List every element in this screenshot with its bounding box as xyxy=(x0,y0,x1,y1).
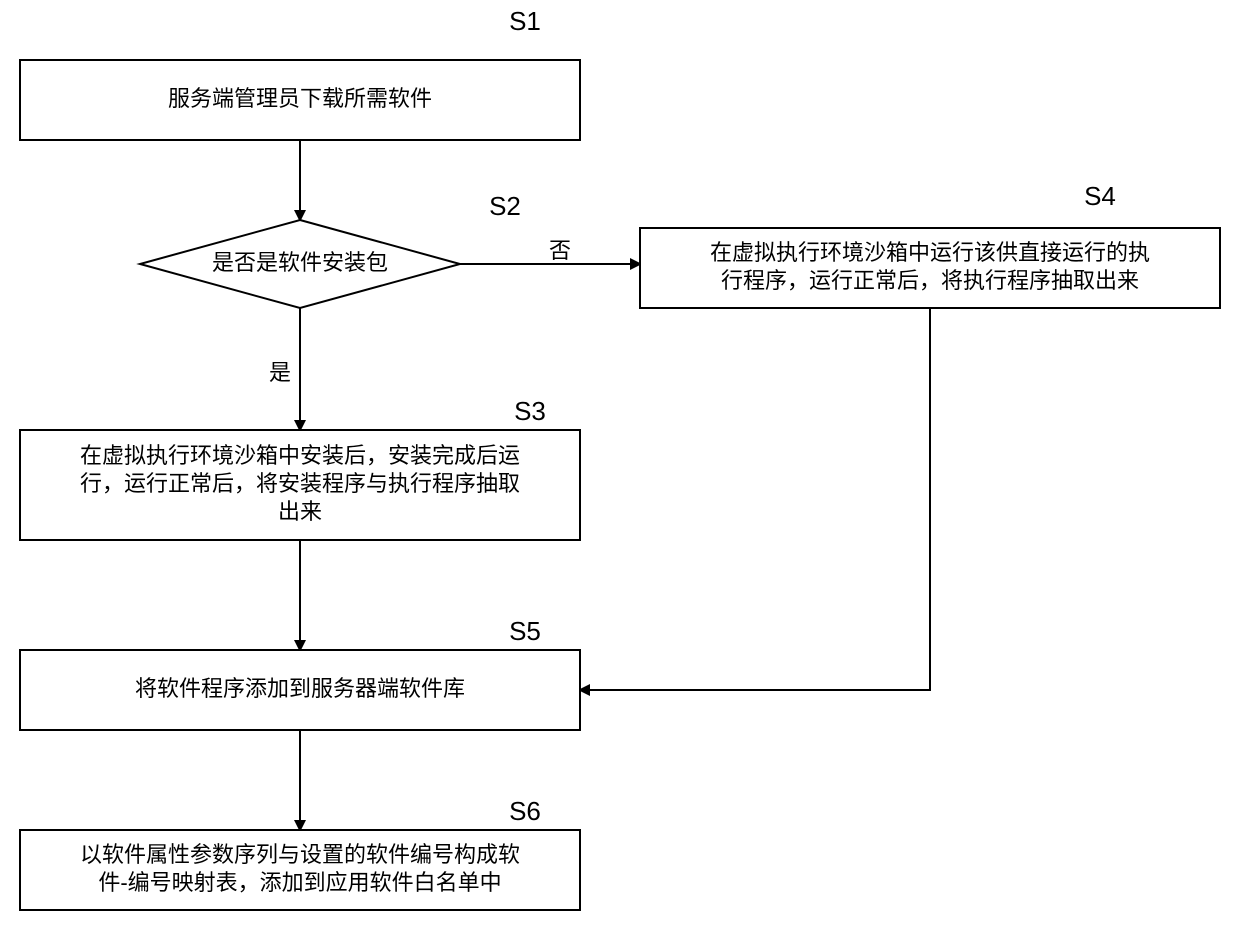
step-label-s5: S5 xyxy=(509,616,541,646)
node-text-s5-line0: 将软件程序添加到服务器端软件库 xyxy=(135,676,465,701)
step-label-s6: S6 xyxy=(509,796,541,826)
step-label-s3: S3 xyxy=(514,396,546,426)
node-text-s6-line1: 件-编号映射表，添加到应用软件白名单中 xyxy=(98,870,501,895)
node-text-s4-line1: 行程序，运行正常后，将执行程序抽取出来 xyxy=(721,268,1139,293)
edge-label-s2-s4: 否 xyxy=(549,238,571,263)
flowchart-canvas: 是 否 S1 服务端管理员下载所需软件 S2 是否是软件安装包 S3 在虚拟执行环境沙箱中安装… xyxy=(0,0,1240,938)
step-label-s4: S4 xyxy=(1084,181,1116,211)
step-label-s1: S1 xyxy=(509,6,541,36)
edge-s4-s5 xyxy=(580,308,930,690)
node-text-s4-line0: 在虚拟执行环境沙箱中运行该供直接运行的执 xyxy=(710,240,1150,265)
node-text-s1-line0: 服务端管理员下载所需软件 xyxy=(168,86,432,111)
edge-label-s2-s3: 是 xyxy=(269,360,291,385)
node-text-s3-line2: 出来 xyxy=(278,499,322,524)
node-text-s2-line0: 是否是软件安装包 xyxy=(212,250,388,275)
node-text-s3-line1: 行，运行正常后，将安装程序与执行程序抽取 xyxy=(80,471,520,496)
step-label-s2: S2 xyxy=(489,191,521,221)
node-text-s6-line0: 以软件属性参数序列与设置的软件编号构成软 xyxy=(80,842,520,867)
node-text-s3-line0: 在虚拟执行环境沙箱中安装后，安装完成后运 xyxy=(80,443,520,468)
